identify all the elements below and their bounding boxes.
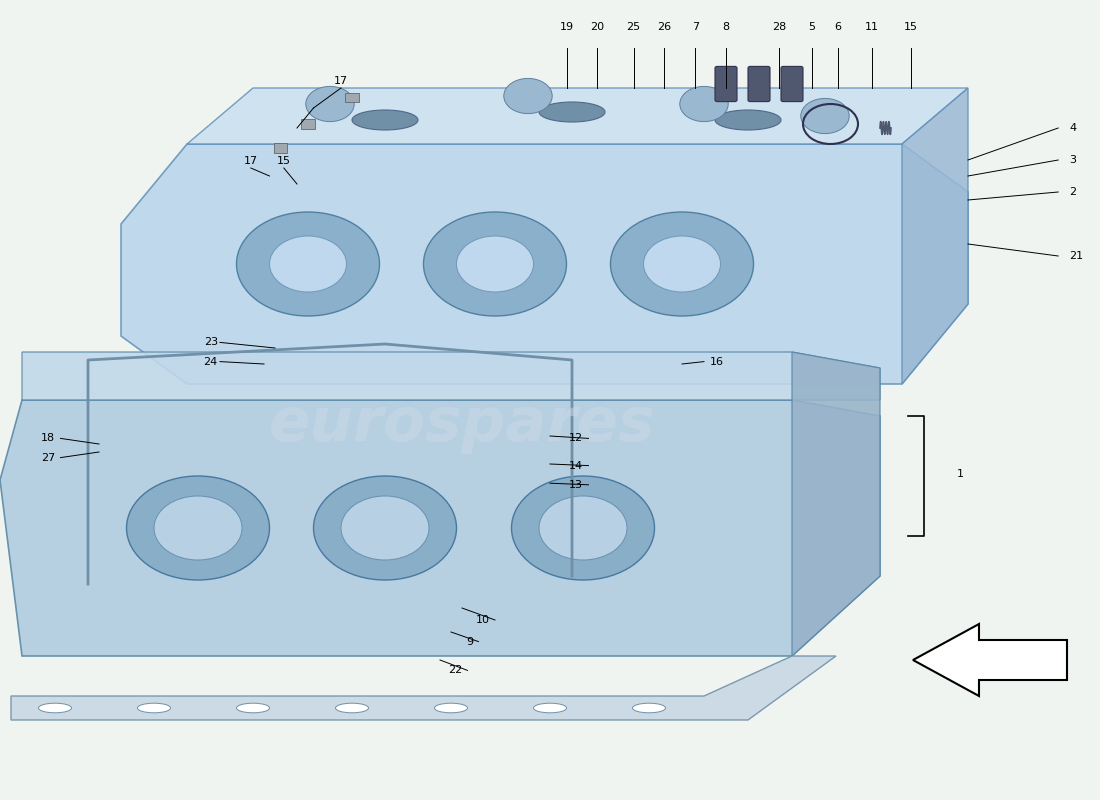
Polygon shape (11, 656, 836, 720)
Text: 15: 15 (904, 22, 917, 32)
Circle shape (236, 212, 380, 316)
Circle shape (270, 236, 346, 292)
Text: 15: 15 (277, 155, 290, 166)
Ellipse shape (236, 703, 270, 713)
FancyBboxPatch shape (715, 66, 737, 102)
Polygon shape (902, 88, 968, 384)
Ellipse shape (39, 703, 72, 713)
Text: 17: 17 (334, 76, 348, 86)
Text: 11: 11 (866, 22, 879, 32)
Text: 25: 25 (627, 22, 640, 32)
Text: 19: 19 (560, 22, 573, 32)
Circle shape (504, 78, 552, 114)
Text: 27: 27 (41, 453, 55, 462)
Ellipse shape (539, 102, 605, 122)
Circle shape (680, 86, 728, 122)
Text: 2: 2 (1069, 187, 1076, 197)
Circle shape (306, 86, 354, 122)
FancyBboxPatch shape (748, 66, 770, 102)
Text: 21: 21 (1069, 251, 1084, 261)
Polygon shape (22, 352, 880, 400)
Circle shape (801, 98, 849, 134)
Text: 6: 6 (835, 22, 842, 32)
Circle shape (126, 476, 270, 580)
Text: 22: 22 (448, 666, 462, 675)
Bar (345, 93, 359, 102)
Circle shape (644, 236, 721, 292)
Text: 13: 13 (569, 480, 583, 490)
Text: 10: 10 (475, 615, 490, 625)
Text: 3: 3 (1069, 155, 1076, 165)
Text: eurospares: eurospares (268, 394, 656, 454)
Polygon shape (0, 400, 880, 656)
Text: 24: 24 (204, 357, 218, 366)
Text: 16: 16 (710, 357, 724, 366)
Bar (301, 119, 315, 129)
Text: 18: 18 (41, 434, 55, 443)
Polygon shape (792, 352, 880, 656)
Ellipse shape (352, 110, 418, 130)
Polygon shape (913, 624, 1067, 696)
Circle shape (424, 212, 566, 316)
Circle shape (456, 236, 534, 292)
FancyBboxPatch shape (781, 66, 803, 102)
Text: 17: 17 (244, 155, 257, 166)
Text: 4: 4 (1069, 123, 1076, 133)
Ellipse shape (336, 703, 368, 713)
Circle shape (154, 496, 242, 560)
Ellipse shape (632, 703, 666, 713)
Circle shape (610, 212, 754, 316)
Circle shape (512, 476, 654, 580)
Text: 20: 20 (591, 22, 604, 32)
Ellipse shape (715, 110, 781, 130)
Text: 5: 5 (808, 22, 815, 32)
Ellipse shape (434, 703, 468, 713)
Text: 12: 12 (569, 434, 583, 443)
Ellipse shape (534, 703, 566, 713)
Text: 1: 1 (957, 469, 964, 478)
Text: 7: 7 (692, 22, 698, 32)
Bar (274, 143, 287, 153)
Circle shape (539, 496, 627, 560)
Circle shape (314, 476, 456, 580)
Text: 26: 26 (658, 22, 671, 32)
Polygon shape (121, 144, 968, 384)
Text: 23: 23 (204, 338, 218, 347)
Text: 8: 8 (723, 22, 729, 32)
Circle shape (341, 496, 429, 560)
Text: 28: 28 (772, 22, 785, 32)
Text: 9: 9 (466, 637, 473, 646)
Ellipse shape (138, 703, 170, 713)
Polygon shape (187, 88, 968, 144)
Text: 14: 14 (569, 461, 583, 470)
